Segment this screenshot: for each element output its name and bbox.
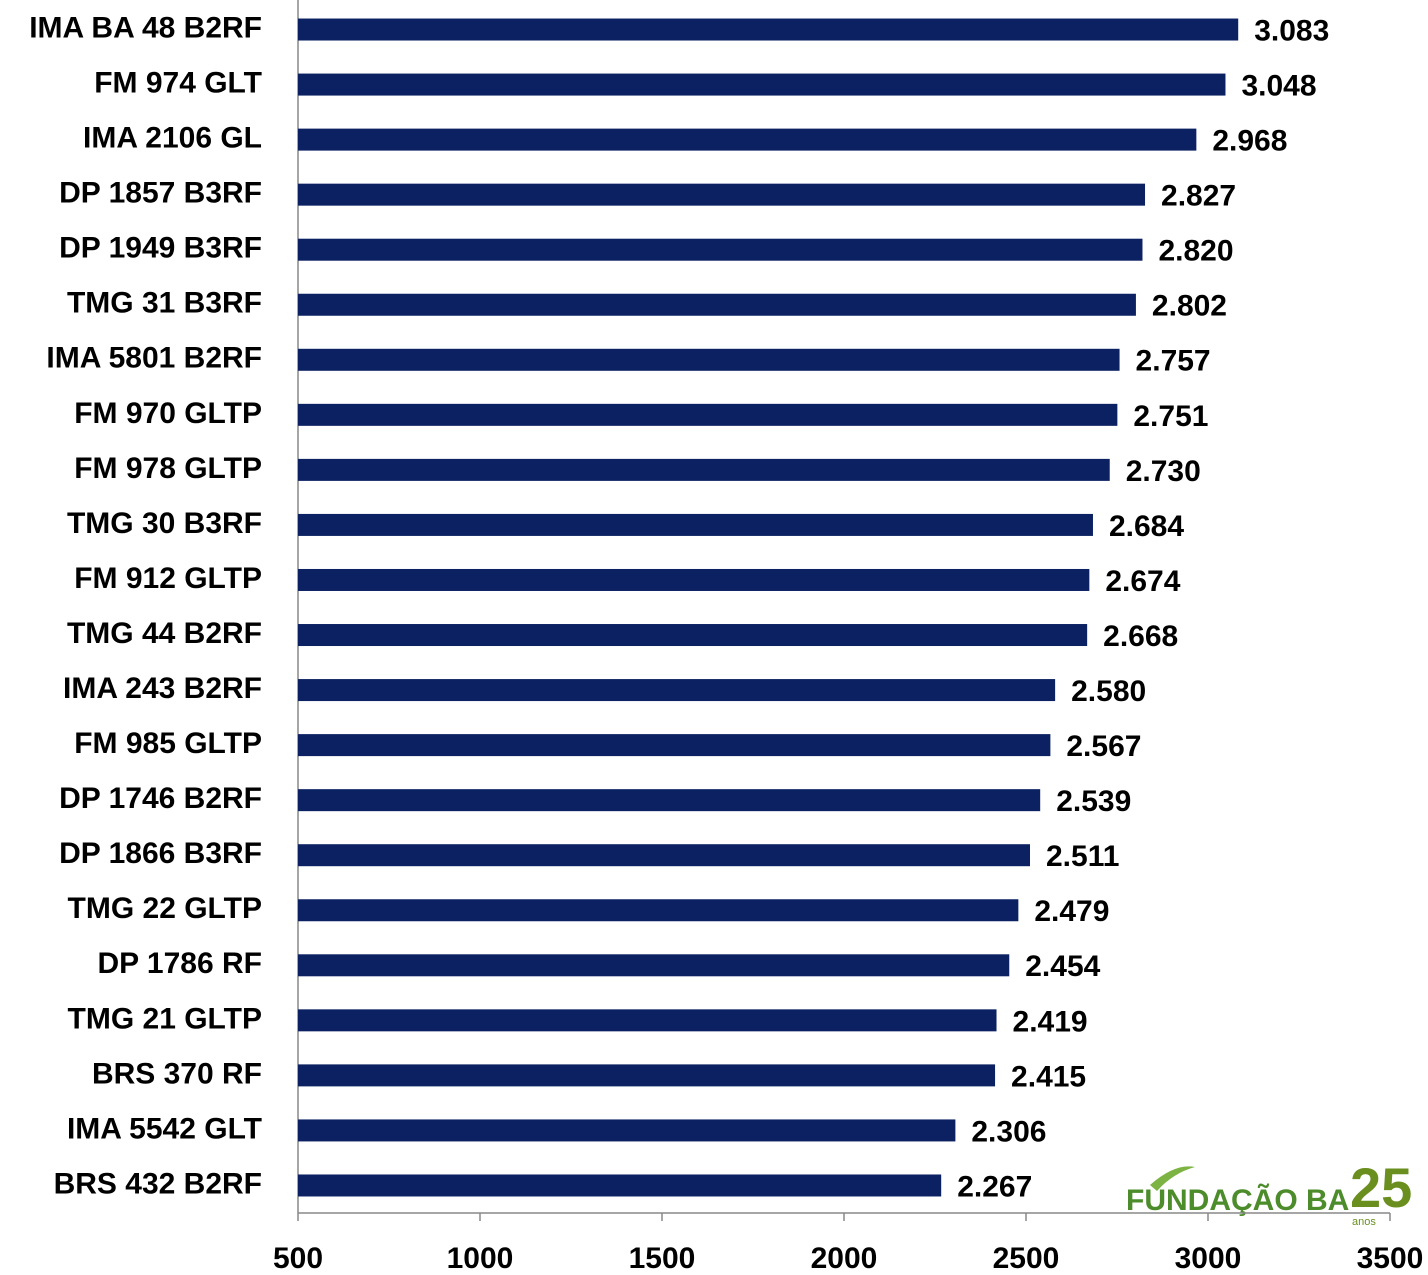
y-tick-label: FM 985 GLTP (74, 727, 262, 760)
value-label: 2.757 (1136, 345, 1211, 378)
bar (298, 128, 1197, 151)
value-label: 2.968 (1212, 125, 1287, 158)
value-label: 3.048 (1241, 69, 1316, 102)
bar (298, 513, 1093, 536)
y-tick-label: FM 978 GLTP (74, 452, 262, 485)
bar (298, 403, 1118, 426)
bar (298, 458, 1110, 481)
x-tick-label: 3500 (1357, 1242, 1424, 1275)
bar (298, 679, 1056, 702)
y-tick-label: IMA 5801 B2RF (46, 342, 262, 375)
y-tick-label: IMA 243 B2RF (63, 672, 262, 705)
y-tick-label: IMA 2106 GL (83, 122, 262, 155)
y-tick-label: IMA BA 48 B2RF (29, 11, 262, 44)
y-tick-label: DP 1949 B3RF (59, 232, 262, 265)
x-tick-label: 500 (273, 1242, 323, 1275)
value-label: 2.684 (1109, 510, 1184, 543)
value-label: 2.415 (1011, 1060, 1086, 1093)
bar (298, 624, 1088, 647)
y-tick-label: IMA 5542 GLT (67, 1112, 262, 1145)
y-tick-label: FM 974 GLT (94, 66, 262, 99)
value-label: 2.751 (1133, 400, 1208, 433)
logo: FUNDAÇÃO BA 25 anos (1126, 1156, 1412, 1228)
value-label: 2.306 (971, 1115, 1046, 1148)
value-label: 2.511 (1046, 840, 1119, 873)
y-tick-label: TMG 22 GLTP (68, 892, 262, 925)
value-label: 2.454 (1025, 950, 1100, 983)
bar (298, 734, 1051, 757)
y-tick-label: FM 970 GLTP (74, 397, 262, 430)
value-label: 2.539 (1056, 785, 1131, 818)
value-label: 2.820 (1158, 235, 1233, 268)
value-label: 2.479 (1034, 895, 1109, 928)
y-tick-label: TMG 44 B2RF (67, 617, 262, 650)
bar (298, 789, 1041, 812)
x-tick-label: 2500 (993, 1242, 1060, 1275)
y-tick-label: DP 1857 B3RF (59, 177, 262, 210)
x-tick-label: 2000 (811, 1242, 878, 1275)
x-tick-label: 1500 (629, 1242, 696, 1275)
y-tick-label: DP 1786 RF (97, 947, 262, 980)
value-label: 2.674 (1105, 565, 1180, 598)
bar (298, 18, 1239, 41)
bar (298, 1174, 942, 1197)
value-label: 2.567 (1066, 730, 1141, 763)
bar (298, 293, 1136, 316)
y-tick-label: TMG 21 GLTP (68, 1002, 262, 1035)
bar (298, 183, 1146, 206)
bar (298, 568, 1090, 591)
y-tick-label: FM 912 GLTP (74, 562, 262, 595)
bar (298, 844, 1031, 867)
logo-sub: anos (1352, 1216, 1376, 1228)
value-label: 3.083 (1254, 14, 1329, 47)
value-label: 2.802 (1152, 290, 1227, 323)
bar (298, 73, 1226, 96)
y-tick-label: TMG 30 B3RF (67, 507, 262, 540)
bar (298, 954, 1010, 977)
bar (298, 1064, 996, 1087)
value-label: 2.267 (957, 1170, 1032, 1203)
x-tick-label: 1000 (447, 1242, 514, 1275)
logo-years: 25 (1350, 1156, 1412, 1219)
value-label: 2.827 (1161, 180, 1236, 213)
logo-leaf (1150, 1166, 1195, 1191)
bar (298, 238, 1143, 261)
bar (298, 899, 1019, 922)
bar (298, 1119, 956, 1142)
bar (298, 1009, 997, 1032)
value-label: 2.580 (1071, 675, 1146, 708)
logo-name: FUNDAÇÃO BA (1126, 1183, 1349, 1217)
y-tick-label: BRS 432 B2RF (54, 1167, 262, 1200)
x-tick-label: 3000 (1175, 1242, 1242, 1275)
value-label: 2.730 (1126, 455, 1201, 488)
y-tick-label: TMG 31 B3RF (67, 287, 262, 320)
y-tick-label: DP 1866 B3RF (59, 837, 262, 870)
y-tick-label: DP 1746 B2RF (59, 782, 262, 815)
value-label: 2.668 (1103, 620, 1178, 653)
y-tick-label: BRS 370 RF (92, 1057, 262, 1090)
value-label: 2.419 (1013, 1005, 1088, 1038)
bar (298, 348, 1120, 371)
